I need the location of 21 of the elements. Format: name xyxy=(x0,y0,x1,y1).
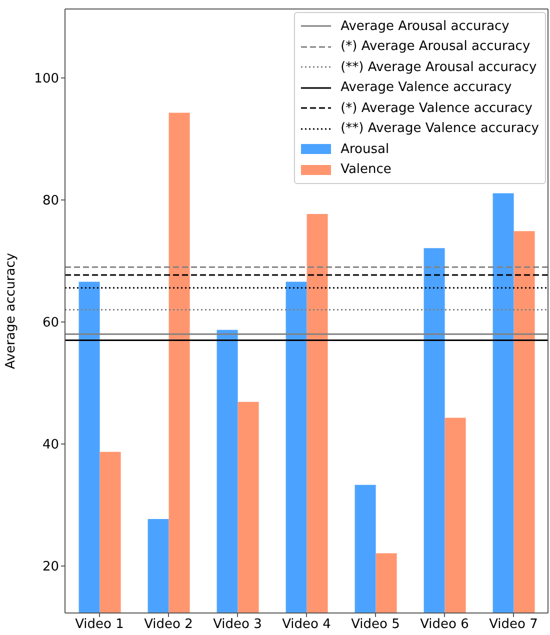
legend-label: Average Valence accuracy xyxy=(340,80,512,96)
legend-label: (**) Average Valence accuracy xyxy=(340,121,539,136)
y-tick-label: 100 xyxy=(34,72,59,87)
legend-label: (**) Average Arousal accuracy xyxy=(340,60,537,75)
legend-label: (*) Average Valence accuracy xyxy=(340,100,532,116)
y-tick-label: 60 xyxy=(42,316,59,331)
legend-label: Average Arousal accuracy xyxy=(340,18,510,34)
legend-label: Arousal xyxy=(340,142,390,157)
x-tick-label: Video 4 xyxy=(282,617,331,632)
y-axis-title: Average accuracy xyxy=(4,252,19,370)
x-tick-label: Video 5 xyxy=(351,617,400,632)
y-tick-label: 40 xyxy=(42,438,59,453)
x-tick-label: Video 3 xyxy=(213,617,262,632)
legend-label: (*) Average Arousal accuracy xyxy=(340,39,530,54)
x-tick-label: Video 7 xyxy=(489,617,538,632)
x-tick-label: Video 2 xyxy=(144,617,193,632)
y-tick-label: 20 xyxy=(42,560,59,575)
x-tick-label: Video 6 xyxy=(420,617,469,632)
y-tick-label: 80 xyxy=(42,194,59,209)
x-tick-label: Video 1 xyxy=(75,617,124,632)
legend-label: Valence xyxy=(340,162,392,178)
